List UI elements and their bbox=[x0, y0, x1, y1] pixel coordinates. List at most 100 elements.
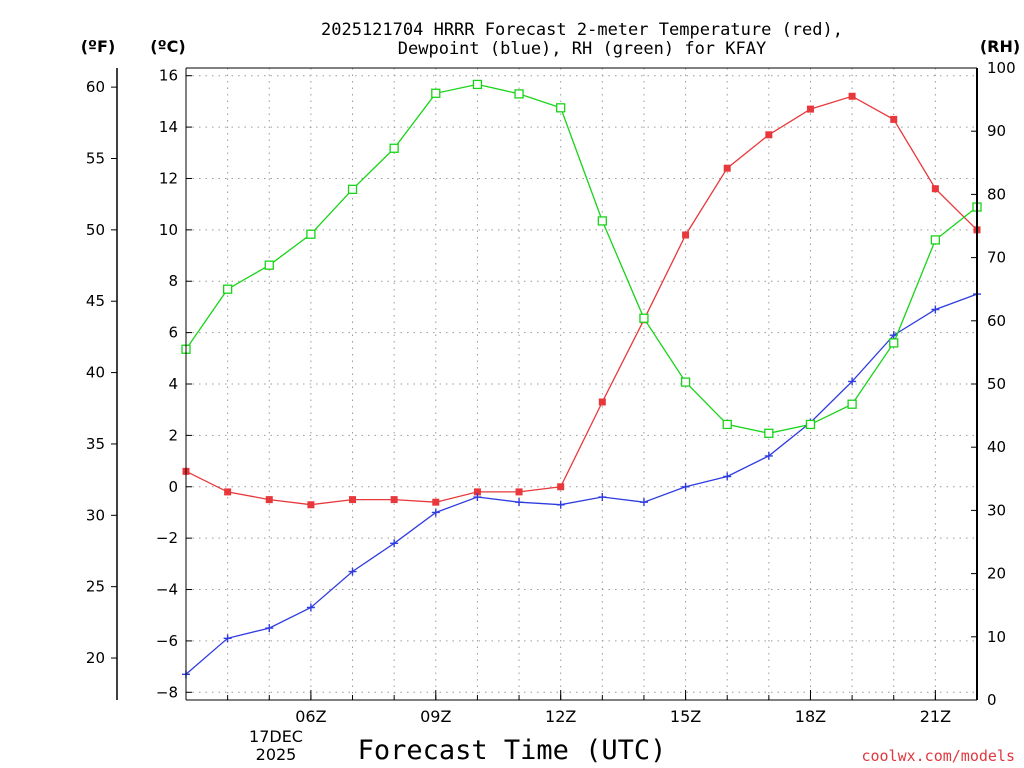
temperature-point bbox=[682, 231, 690, 239]
celsius-tick-label: 4 bbox=[168, 375, 178, 393]
dewpoint-point bbox=[723, 472, 732, 481]
fahrenheit-tick-label: 25 bbox=[86, 578, 105, 596]
celsius-unit-label: (ºC) bbox=[150, 37, 185, 56]
rh-tick-label: 20 bbox=[987, 565, 1006, 583]
celsius-tick-label: 10 bbox=[159, 221, 178, 239]
fahrenheit-tick-label: 35 bbox=[86, 435, 105, 453]
rh-point bbox=[514, 89, 524, 99]
rh-unit-label: (RH) bbox=[980, 37, 1020, 56]
chart-axes bbox=[111, 67, 978, 701]
celsius-tick-label: 12 bbox=[159, 169, 178, 187]
dewpoint-point bbox=[431, 508, 440, 517]
rh-point bbox=[389, 143, 399, 153]
dewpoint-point bbox=[848, 377, 857, 386]
data-series bbox=[181, 79, 982, 679]
rh-tick-label: 30 bbox=[987, 501, 1006, 519]
rh-tick-label: 40 bbox=[987, 438, 1006, 456]
temperature-point bbox=[349, 496, 357, 504]
fahrenheit-tick-label: 50 bbox=[86, 221, 105, 239]
celsius-tick-label: −8 bbox=[156, 683, 178, 701]
x-axis-title: Forecast Time (UTC) bbox=[358, 735, 667, 766]
temperature-point bbox=[307, 501, 315, 509]
celsius-tick-label: −6 bbox=[156, 632, 178, 650]
rh-line bbox=[185, 83, 978, 434]
dewpoint-point bbox=[764, 451, 773, 460]
rh-tick-label: 50 bbox=[987, 375, 1006, 393]
fahrenheit-tick-label: 40 bbox=[86, 364, 105, 382]
x-tick-label: 09Z bbox=[420, 707, 451, 726]
temperature-point bbox=[224, 488, 232, 496]
celsius-tick-label: −4 bbox=[156, 581, 178, 599]
rh-tick-label: 0 bbox=[987, 691, 997, 709]
temperature-point bbox=[432, 498, 440, 506]
rh-tick-label: 10 bbox=[987, 628, 1006, 646]
rh-point bbox=[639, 313, 649, 323]
celsius-tick-label: 16 bbox=[159, 67, 178, 85]
x-tick-label: 06Z bbox=[295, 707, 326, 726]
celsius-tick-label: −2 bbox=[156, 529, 178, 547]
rh-point bbox=[847, 399, 857, 409]
rh-point bbox=[306, 229, 316, 239]
rh-tick-label: 100 bbox=[987, 59, 1016, 77]
temperature-line bbox=[185, 95, 978, 506]
dewpoint-point bbox=[265, 624, 274, 633]
rh-point bbox=[222, 284, 233, 294]
rh-point bbox=[431, 88, 441, 98]
dewpoint-point bbox=[639, 498, 648, 507]
dewpoint-line bbox=[185, 293, 978, 675]
celsius-tick-label: 14 bbox=[159, 118, 178, 136]
rh-point bbox=[680, 377, 691, 387]
rh-point bbox=[805, 419, 816, 430]
celsius-tick-label: 8 bbox=[168, 272, 178, 290]
dewpoint-point bbox=[515, 498, 524, 507]
fahrenheit-tick-label: 20 bbox=[86, 649, 105, 667]
date-label-year: 2025 bbox=[256, 745, 297, 764]
temperature-point bbox=[931, 185, 939, 193]
rh-tick-label: 90 bbox=[987, 122, 1006, 140]
rh-point bbox=[930, 235, 941, 245]
rh-point bbox=[556, 103, 566, 113]
rh-point bbox=[597, 216, 607, 226]
chart-title-line-2: Dewpoint (blue), RH (green) for KFAY bbox=[398, 39, 766, 59]
tick-labels: −8 −6 −4 −2 0 2 4 6 8 10 12 14 16 20 25 30 35 40 45 50 55 60 0… bbox=[86, 59, 1016, 726]
rh-point bbox=[764, 428, 774, 438]
temperature-point bbox=[806, 105, 814, 113]
celsius-tick-label: 0 bbox=[168, 478, 178, 496]
rh-point bbox=[472, 79, 483, 90]
temperature-point bbox=[848, 92, 856, 100]
x-tick-label: 15Z bbox=[670, 707, 701, 726]
fahrenheit-tick-label: 30 bbox=[86, 506, 105, 524]
temperature-point bbox=[723, 164, 731, 172]
dewpoint-point bbox=[348, 567, 357, 576]
rh-point bbox=[889, 338, 899, 348]
dewpoint-point bbox=[223, 634, 232, 643]
fahrenheit-tick-label: 60 bbox=[86, 78, 105, 96]
dewpoint-point bbox=[556, 500, 565, 509]
rh-tick-label: 80 bbox=[987, 185, 1006, 203]
dewpoint-point bbox=[306, 603, 315, 612]
fahrenheit-unit-label: (ºF) bbox=[81, 37, 116, 56]
fahrenheit-tick-label: 55 bbox=[86, 149, 105, 167]
dewpoint-point bbox=[598, 493, 607, 502]
temperature-point bbox=[390, 496, 398, 504]
date-label-day: 17DEC bbox=[249, 727, 303, 746]
rh-point bbox=[347, 184, 358, 194]
x-tick-label: 21Z bbox=[920, 707, 951, 726]
credit-text: coolwx.com/models bbox=[861, 747, 1015, 765]
dewpoint-point bbox=[681, 482, 690, 491]
rh-tick-label: 70 bbox=[987, 249, 1006, 267]
chart-title-line-1: 2025121704 HRRR Forecast 2-meter Tempera… bbox=[321, 20, 843, 40]
temperature-point bbox=[765, 131, 773, 139]
rh-point bbox=[264, 260, 274, 270]
temperature-point bbox=[598, 398, 606, 406]
temperature-point bbox=[890, 115, 898, 123]
x-tick-label: 18Z bbox=[795, 707, 826, 726]
dewpoint-point bbox=[473, 493, 482, 502]
temperature-point bbox=[515, 488, 523, 496]
rh-tick-label: 60 bbox=[987, 312, 1006, 330]
x-tick-label: 12Z bbox=[545, 707, 576, 726]
fahrenheit-tick-label: 45 bbox=[86, 292, 105, 310]
temperature-point bbox=[473, 488, 481, 496]
celsius-tick-label: 6 bbox=[168, 324, 178, 342]
